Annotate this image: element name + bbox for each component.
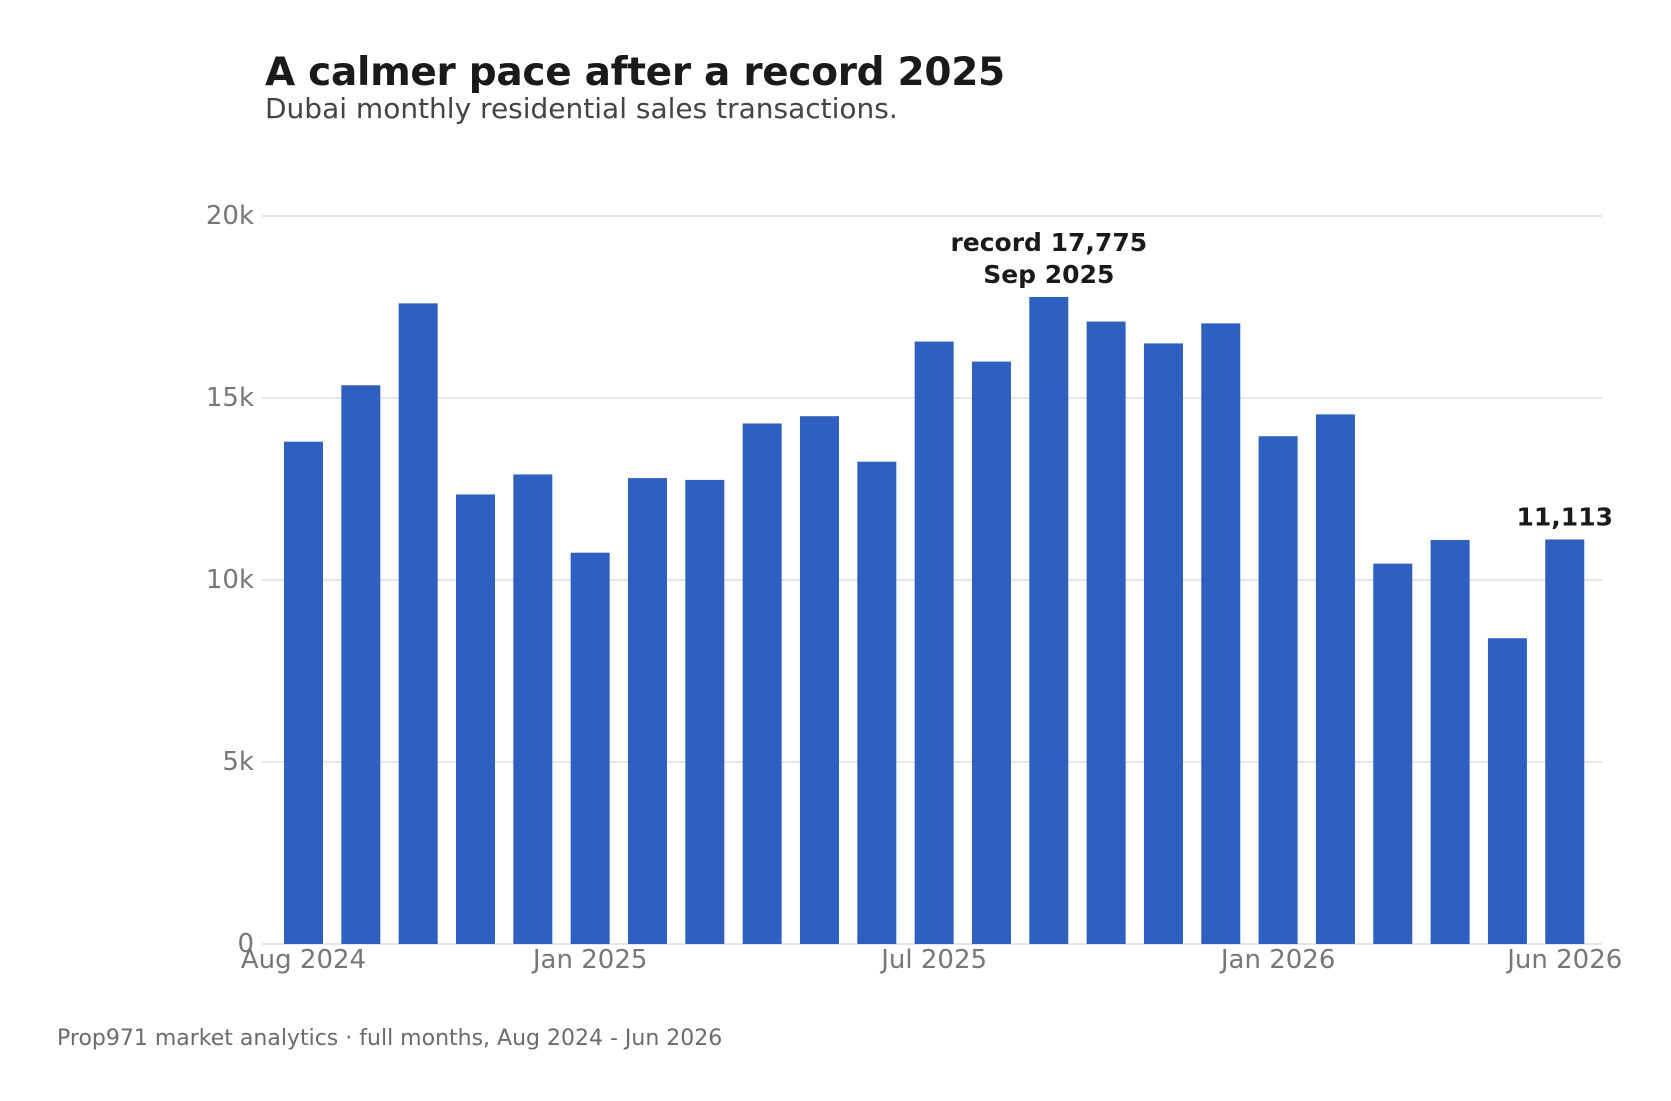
x-tick-label: Jun 2026	[1505, 945, 1622, 975]
y-axis-ticks: 0 5k 10k 15k 20k	[206, 201, 254, 959]
chart-title: A calmer pace after a record 2025	[265, 50, 1005, 95]
chart-subtitle: Dubai monthly residential sales transact…	[265, 92, 898, 125]
bar	[1029, 296, 1069, 944]
bar	[1487, 638, 1527, 944]
bar	[284, 441, 323, 944]
bar	[1086, 321, 1126, 944]
bar	[1373, 563, 1413, 944]
x-tick-label: Aug 2024	[241, 945, 366, 975]
footer-source: Prop971 market analytics	[57, 1026, 339, 1051]
y-tick-label: 0	[237, 929, 254, 959]
bar	[799, 416, 839, 944]
x-axis-ticks: Aug 2024 Jan 2025 Jul 2025 Jan 2026 Jun 2026	[241, 945, 1622, 975]
y-tick-label: 5k	[222, 747, 254, 777]
bar	[1201, 323, 1241, 944]
annotation-label: record 17,775	[950, 228, 1147, 257]
annotations: record 17,775 Sep 2025 11,113	[950, 228, 1613, 531]
y-tick-label: 20k	[206, 201, 254, 231]
bar	[857, 461, 897, 944]
bar	[455, 494, 495, 944]
bar	[341, 385, 381, 944]
bar	[1545, 539, 1585, 944]
bar	[627, 478, 667, 944]
y-tick-label: 10k	[206, 565, 254, 595]
y-tick-label: 15k	[206, 383, 254, 413]
bar	[685, 479, 725, 944]
bar	[1430, 539, 1470, 944]
annotation-label: 11,113	[1517, 502, 1613, 531]
x-tick-label: Jan 2025	[531, 945, 648, 975]
bar	[742, 423, 782, 945]
x-tick-label: Jan 2026	[1219, 945, 1336, 975]
bar	[971, 361, 1011, 945]
footer-separator: ·	[345, 1026, 353, 1051]
bars	[284, 296, 1585, 945]
bar	[1143, 343, 1183, 944]
chart-footer: Prop971 market analytics · full months, …	[57, 1026, 722, 1051]
bar	[513, 474, 553, 944]
bar	[1315, 414, 1355, 944]
bar	[570, 552, 610, 944]
bar	[1258, 436, 1298, 944]
footer-period: full months, Aug 2024 - Jun 2026	[359, 1026, 723, 1051]
x-tick-label: Jul 2025	[879, 945, 987, 975]
bar	[398, 303, 438, 944]
bar	[914, 341, 954, 945]
annotation-label: Sep 2025	[983, 260, 1114, 289]
